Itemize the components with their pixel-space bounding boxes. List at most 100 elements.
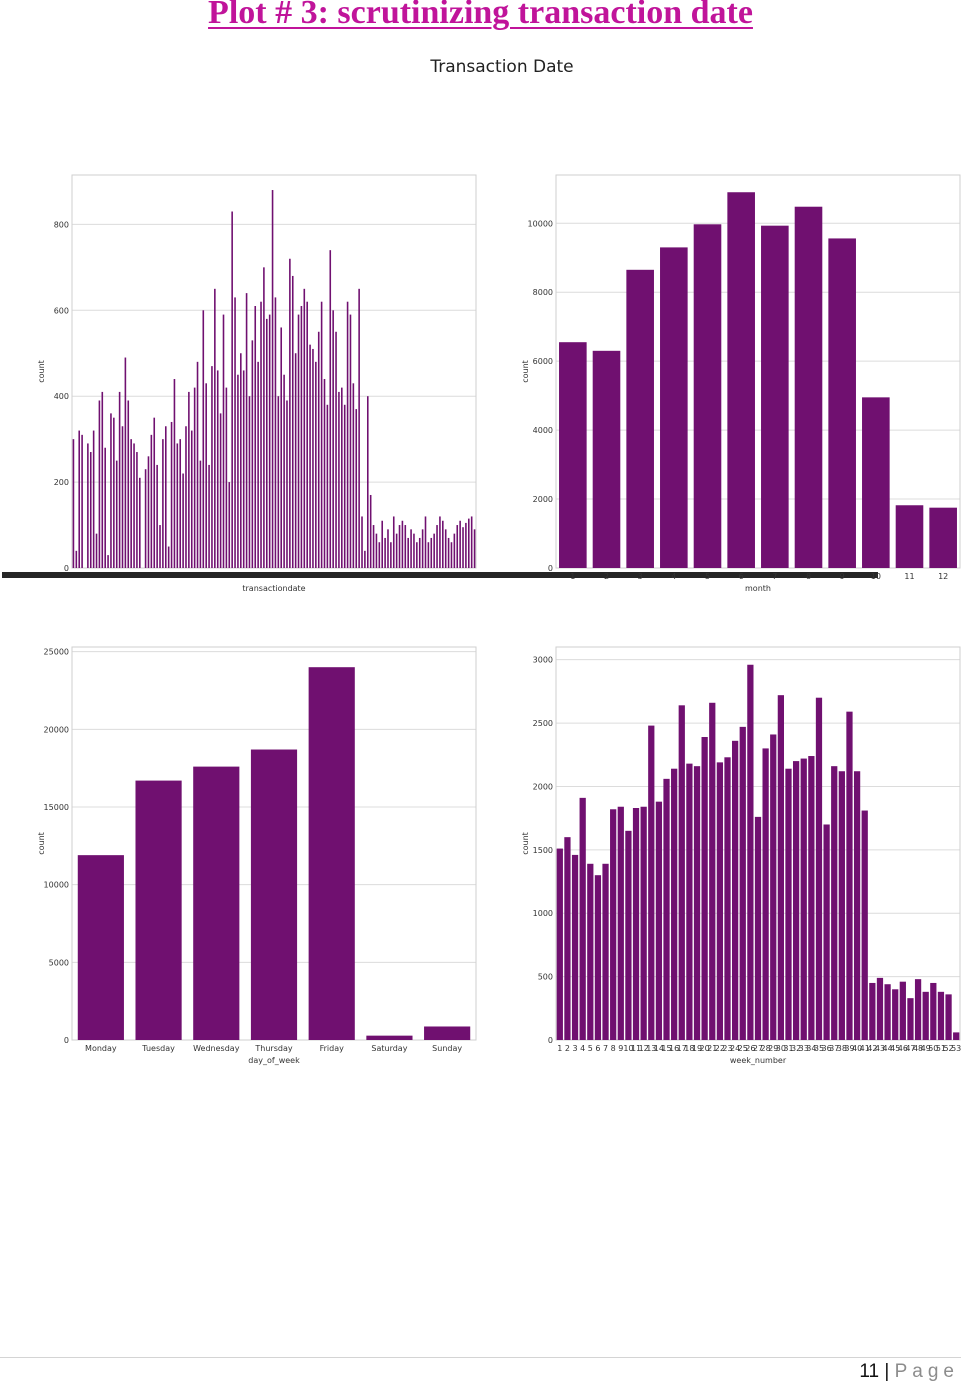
bar xyxy=(838,771,845,1040)
y-tick-label: 5000 xyxy=(49,958,69,967)
bar xyxy=(89,452,92,568)
bar xyxy=(75,550,78,568)
bar xyxy=(107,555,109,568)
x-tick-label: 36 xyxy=(822,1044,832,1053)
page-number: 11 xyxy=(859,1361,880,1382)
bar xyxy=(101,391,104,568)
bar xyxy=(828,238,856,568)
bar xyxy=(237,374,239,568)
bar xyxy=(78,430,81,568)
y-tick-label: 10000 xyxy=(44,881,69,890)
bar xyxy=(430,537,433,568)
bar xyxy=(436,525,438,568)
bar xyxy=(355,409,358,568)
bar xyxy=(164,426,167,568)
bar xyxy=(648,725,655,1040)
bar xyxy=(899,981,906,1040)
bar xyxy=(162,439,164,568)
bar xyxy=(205,383,207,568)
bar xyxy=(747,664,754,1040)
bar xyxy=(465,522,467,568)
x-tick-label: 49 xyxy=(921,1044,931,1053)
bar xyxy=(358,288,360,568)
bar xyxy=(384,537,386,568)
x-tick-label: 13 xyxy=(646,1044,656,1053)
x-tick-label: 53 xyxy=(951,1044,961,1053)
bar xyxy=(869,982,876,1040)
bar xyxy=(346,301,349,568)
y-tick-label: 8000 xyxy=(533,288,553,297)
bar xyxy=(876,977,884,1040)
footer-divider xyxy=(0,1357,961,1358)
bar xyxy=(459,520,461,568)
bar xyxy=(167,546,170,568)
bar xyxy=(470,516,473,568)
x-tick-label: 16 xyxy=(669,1044,679,1053)
y-tick-label: 600 xyxy=(54,306,69,315)
y-tick-label: 0 xyxy=(64,1036,69,1045)
x-tick-label: 35 xyxy=(814,1044,824,1053)
x-tick-label: 22 xyxy=(715,1044,725,1053)
x-tick-label: 4 xyxy=(671,572,676,581)
bar xyxy=(309,344,311,568)
bar xyxy=(332,310,334,568)
bar xyxy=(277,396,280,568)
x-tick-label: 10 xyxy=(623,1044,633,1053)
bar xyxy=(395,533,398,568)
x-tick-label: 12 xyxy=(938,572,948,581)
bar xyxy=(222,314,225,568)
y-tick-label: 400 xyxy=(54,392,69,401)
chart-day_of_week: 0 5000 10000 15000 20000 25000 Monday Tuesday We… xyxy=(37,646,477,1065)
x-tick-label: 12 xyxy=(639,1044,649,1053)
y-tick-label: 800 xyxy=(54,220,69,229)
y-tick-label: 500 xyxy=(538,973,553,982)
bar xyxy=(892,989,899,1040)
bar xyxy=(884,984,891,1040)
bar xyxy=(77,855,124,1040)
y-tick-label: 0 xyxy=(64,564,69,573)
bar xyxy=(193,387,196,568)
bar xyxy=(312,348,314,568)
bar xyxy=(895,505,924,568)
bar xyxy=(193,766,240,1040)
bar xyxy=(473,529,476,568)
bar xyxy=(777,695,784,1040)
bar xyxy=(127,400,130,568)
bar xyxy=(792,761,800,1040)
x-tick-label: 7 xyxy=(772,572,777,581)
y-tick-label: 20000 xyxy=(44,725,69,734)
x-tick-label: Saturday xyxy=(371,1044,407,1053)
bar xyxy=(343,404,346,568)
bar xyxy=(640,806,647,1040)
bar xyxy=(286,400,288,568)
figure-title: Transaction Date xyxy=(430,57,574,77)
x-tick-label: 3 xyxy=(573,1044,578,1053)
bar xyxy=(110,413,112,568)
bar xyxy=(587,863,594,1040)
bar xyxy=(655,801,663,1040)
x-tick-label: 23 xyxy=(722,1044,732,1053)
bar xyxy=(271,190,274,569)
bar xyxy=(130,439,132,568)
bar xyxy=(761,225,789,568)
x-tick-label: Tuesday xyxy=(141,1044,175,1053)
bar xyxy=(945,994,952,1040)
bar xyxy=(453,533,456,568)
bar xyxy=(352,383,355,568)
bar xyxy=(800,758,807,1040)
bar xyxy=(300,306,303,568)
bar xyxy=(320,301,323,568)
page-heading: Plot # 3: scrutinizing transaction date xyxy=(208,0,753,31)
bar xyxy=(632,808,640,1040)
y-tick-label: 3000 xyxy=(533,656,553,665)
bar xyxy=(219,413,222,568)
x-tick-label: 8 xyxy=(611,1044,616,1053)
bar xyxy=(930,982,937,1040)
x-tick-label: 5 xyxy=(588,1044,593,1053)
x-tick-label: 10 xyxy=(871,572,881,581)
x-tick-label: 26 xyxy=(745,1044,755,1053)
y-axis-label: count xyxy=(521,360,530,383)
x-axis-label: day_of_week xyxy=(248,1056,300,1065)
bar xyxy=(250,749,298,1040)
bar xyxy=(754,816,762,1040)
